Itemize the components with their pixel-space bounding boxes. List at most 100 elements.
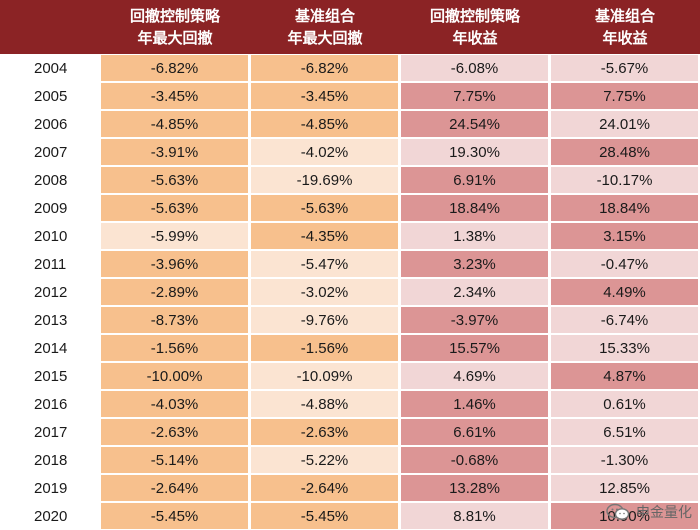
- strategy-drawdown-cell: -8.73%: [101, 307, 248, 333]
- year-cell: 2014: [34, 339, 68, 357]
- strategy-drawdown-cell: -5.14%: [101, 447, 248, 473]
- benchmark-drawdown-cell: -4.88%: [251, 391, 398, 417]
- benchmark-drawdown-cell: -5.47%: [251, 251, 398, 277]
- table-row: 2009 -5.63% -5.63% 18.84% 18.84%: [0, 194, 700, 222]
- strategy-return-cell: 24.54%: [401, 111, 548, 137]
- header-line: 基准组合: [594, 7, 655, 25]
- table-row: 2017 -2.63% -2.63% 6.61% 6.51%: [0, 418, 700, 446]
- benchmark-drawdown-cell: -10.09%: [251, 363, 398, 389]
- benchmark-return-cell: -0.47%: [551, 251, 698, 277]
- benchmark-drawdown-cell: -4.85%: [251, 111, 398, 137]
- header-line: 年收益: [602, 29, 648, 47]
- header-line: 年收益: [452, 29, 498, 47]
- strategy-return-cell: -6.08%: [401, 55, 548, 81]
- header-strategy-drawdown: 回撤控制策略 年最大回撤: [100, 0, 250, 54]
- strategy-return-cell: 2.34%: [401, 279, 548, 305]
- table-body: 2004 -6.82% -6.82% -6.08% -5.67% 2005 -3.45% -3…: [0, 54, 700, 530]
- benchmark-return-cell: -10.17%: [551, 167, 698, 193]
- table-row: 2018 -5.14% -5.22% -0.68% -1.30%: [0, 446, 700, 474]
- table-row: 2007 -3.91% -4.02% 19.30% 28.48%: [0, 138, 700, 166]
- strategy-drawdown-cell: -3.91%: [101, 139, 248, 165]
- header-line: 回撤控制策略: [129, 7, 220, 25]
- header-line: 基准组合: [294, 7, 355, 25]
- strategy-drawdown-cell: -3.96%: [101, 251, 248, 277]
- benchmark-drawdown-cell: -5.22%: [251, 447, 398, 473]
- table-row: 2010 -5.99% -4.35% 1.38% 3.15%: [0, 222, 700, 250]
- benchmark-drawdown-cell: -9.76%: [251, 307, 398, 333]
- strategy-return-cell: 6.91%: [401, 167, 548, 193]
- header-benchmark-return: 基准组合 年收益: [550, 0, 700, 54]
- year-cell: 2018: [34, 451, 68, 469]
- strategy-drawdown-cell: -10.00%: [101, 363, 248, 389]
- strategy-return-cell: 7.75%: [401, 83, 548, 109]
- benchmark-return-cell: 12.85%: [551, 475, 698, 501]
- strategy-drawdown-cell: -2.63%: [101, 419, 248, 445]
- year-cell: 2007: [34, 143, 68, 161]
- wechat-icon: [606, 503, 630, 520]
- table-row: 2020-5.45%-5.45%8.81%10.90%: [0, 502, 700, 530]
- table-row: 2004 -6.82% -6.82% -6.08% -5.67%: [0, 54, 700, 82]
- year-cell: 2012: [34, 283, 68, 301]
- year-cell: 2009: [34, 199, 68, 217]
- table-row: 2014 -1.56% -1.56% 15.57% 15.33%: [0, 334, 700, 362]
- header-line: 年最大回撤: [287, 29, 363, 47]
- benchmark-return-cell: 28.48%: [551, 139, 698, 165]
- benchmark-return-cell: 4.87%: [551, 363, 698, 389]
- year-cell: 2006: [34, 115, 68, 133]
- strategy-drawdown-cell: -1.56%: [101, 335, 248, 361]
- year-cell: 2019: [34, 479, 68, 497]
- strategy-drawdown-cell: -5.99%: [101, 223, 248, 249]
- benchmark-drawdown-cell: -3.45%: [251, 83, 398, 109]
- year-cell: 2011: [34, 255, 67, 273]
- strategy-return-cell: 3.23%: [401, 251, 548, 277]
- benchmark-return-cell: -1.30%: [551, 447, 698, 473]
- benchmark-return-cell: 24.01%: [551, 111, 698, 137]
- year-cell: 2016: [34, 395, 68, 413]
- strategy-drawdown-cell: -5.63%: [101, 167, 248, 193]
- benchmark-return-cell: -6.74%: [551, 307, 698, 333]
- year-cell: 2020: [34, 507, 68, 525]
- benchmark-drawdown-cell: -6.82%: [251, 55, 398, 81]
- strategy-drawdown-cell: -2.64%: [101, 475, 248, 501]
- benchmark-drawdown-cell: -3.02%: [251, 279, 398, 305]
- benchmark-drawdown-cell: -1.56%: [251, 335, 398, 361]
- strategy-drawdown-cell: -3.45%: [101, 83, 248, 109]
- watermark: 申金量化: [606, 502, 692, 522]
- table-row: 2015 -10.00% -10.09% 4.69% 4.87%: [0, 362, 700, 390]
- year-cell: 2004: [34, 59, 68, 77]
- table-row: 2016 -4.03% -4.88% 1.46% 0.61%: [0, 390, 700, 418]
- table-row: 2006 -4.85% -4.85% 24.54% 24.01%: [0, 110, 700, 138]
- strategy-return-cell: -0.68%: [401, 447, 548, 473]
- benchmark-return-cell: 4.49%: [551, 279, 698, 305]
- header-line: 回撤控制策略: [429, 7, 520, 25]
- benchmark-return-cell: 3.15%: [551, 223, 698, 249]
- benchmark-drawdown-cell: -2.64%: [251, 475, 398, 501]
- year-cell: 2005: [34, 87, 68, 105]
- table-row: 2011 -3.96% -5.47% 3.23% -0.47%: [0, 250, 700, 278]
- strategy-return-cell: 15.57%: [401, 335, 548, 361]
- year-cell: 2015: [34, 367, 68, 385]
- header-line: 年最大回撤: [137, 29, 213, 47]
- benchmark-drawdown-cell: -5.45%: [251, 503, 398, 529]
- table-row: 2019 -2.64% -2.64% 13.28% 12.85%: [0, 474, 700, 502]
- strategy-return-cell: 1.46%: [401, 391, 548, 417]
- strategy-return-cell: 13.28%: [401, 475, 548, 501]
- benchmark-return-cell: 15.33%: [551, 335, 698, 361]
- watermark-text: 申金量化: [636, 505, 692, 521]
- benchmark-drawdown-cell: -2.63%: [251, 419, 398, 445]
- strategy-return-cell: 19.30%: [401, 139, 548, 165]
- benchmark-return-cell: 6.51%: [551, 419, 698, 445]
- header-benchmark-drawdown: 基准组合 年最大回撤: [250, 0, 400, 54]
- benchmark-drawdown-cell: -4.02%: [251, 139, 398, 165]
- strategy-return-cell: -3.97%: [401, 307, 548, 333]
- year-cell: 2013: [34, 311, 68, 329]
- strategy-return-cell: 18.84%: [401, 195, 548, 221]
- strategy-return-cell: 4.69%: [401, 363, 548, 389]
- year-cell: 2010: [34, 227, 68, 245]
- benchmark-drawdown-cell: -19.69%: [251, 167, 398, 193]
- strategy-return-cell: 6.61%: [401, 419, 548, 445]
- year-cell: 2017: [34, 423, 68, 441]
- strategy-drawdown-cell: -4.85%: [101, 111, 248, 137]
- table-row: 2005 -3.45% -3.45% 7.75% 7.75%: [0, 82, 700, 110]
- benchmark-return-cell: 7.75%: [551, 83, 698, 109]
